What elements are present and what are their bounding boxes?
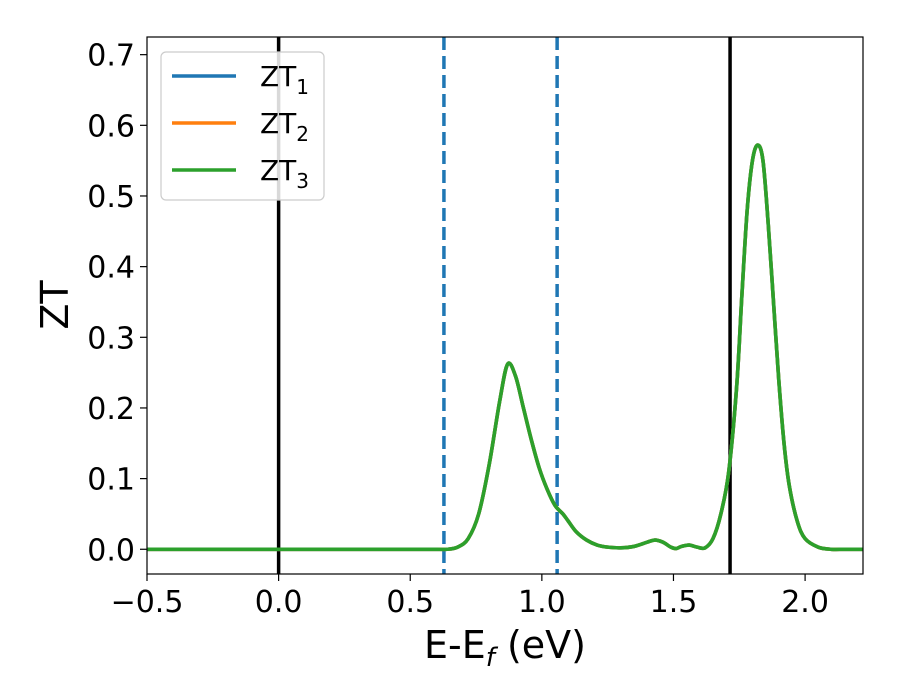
y-axis: 0.0 0.1 0.2 0.3 0.4 0.5 0.6 0.7 xyxy=(87,39,147,568)
series-line-zt1 xyxy=(147,143,863,552)
legend: ZT1 ZT2 ZT3 xyxy=(160,51,325,201)
y-tick-label: 0.4 xyxy=(87,251,135,286)
y-tick-label: 0.0 xyxy=(87,533,135,568)
y-axis-label: ZT xyxy=(33,280,77,330)
reference-lines xyxy=(276,37,732,574)
series-layer xyxy=(147,143,863,552)
series-line-zt2 xyxy=(147,143,863,552)
y-tick-label: 0.5 xyxy=(87,180,135,215)
x-tick-label: 2.0 xyxy=(781,585,829,620)
x-tick-label: 0.0 xyxy=(255,585,303,620)
y-tick-label: 0.3 xyxy=(87,321,135,356)
x-tick-label: −0.5 xyxy=(111,585,184,620)
plot-frame xyxy=(146,36,864,575)
x-tick-label: 1.5 xyxy=(650,585,698,620)
x-tick-label: 0.5 xyxy=(386,585,434,620)
y-tick-label: 0.7 xyxy=(87,39,135,74)
y-tick-label: 0.1 xyxy=(87,463,135,498)
y-tick-label: 0.6 xyxy=(87,109,135,144)
x-axis: −0.5 0.0 0.5 1.0 1.5 2.0 xyxy=(111,574,829,620)
x-axis-label: E-Ef (eV) xyxy=(424,623,586,673)
x-axis-label-unit: (eV) xyxy=(495,623,586,667)
x-tick-label: 1.0 xyxy=(518,585,566,620)
legend-label: ZT2 xyxy=(260,107,309,146)
legend-box xyxy=(160,51,325,201)
legend-label: ZT3 xyxy=(260,154,309,193)
y-tick-label: 0.2 xyxy=(87,392,135,427)
series-line-zt3 xyxy=(147,143,863,552)
legend-label: ZT1 xyxy=(260,60,309,99)
